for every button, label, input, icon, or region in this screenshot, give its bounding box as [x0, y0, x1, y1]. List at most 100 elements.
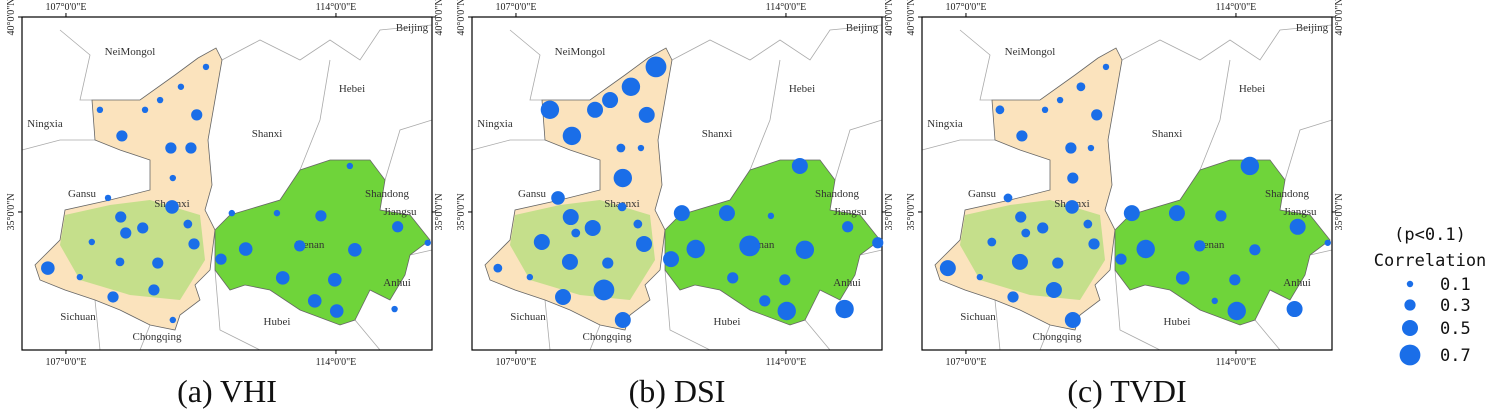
x-tick-label: 114°0'0"E	[316, 2, 357, 13]
province-label: NeiMongol	[555, 46, 606, 58]
station-point	[587, 101, 604, 118]
province-border	[221, 24, 433, 61]
station-point	[1045, 281, 1062, 298]
x-tick-label: 107°0'0"E	[45, 357, 86, 368]
station-point	[1076, 82, 1086, 92]
station-point	[165, 200, 179, 214]
y-tick-label: 40°0'0"N	[434, 0, 445, 36]
station-point	[1041, 106, 1049, 114]
station-point	[872, 237, 884, 249]
station-point	[1083, 219, 1093, 229]
province-border	[509, 29, 542, 101]
province-border	[859, 249, 883, 256]
station-point	[169, 174, 177, 182]
station-point	[1003, 193, 1013, 203]
station-point	[346, 162, 354, 170]
station-point	[614, 311, 631, 328]
station-point	[1227, 301, 1246, 321]
station-point	[976, 273, 984, 281]
province-label: Ningxia	[477, 118, 513, 130]
map-panel: NeiMongol Beijing Hebei Shanxi Ningxia Gansu S…	[456, 0, 895, 409]
station-point	[202, 63, 210, 71]
province-label: Sichuan	[60, 311, 96, 323]
station-point	[116, 130, 128, 142]
map-frame	[21, 16, 433, 351]
y-tick-label: 40°0'0"N	[456, 0, 467, 36]
station-point	[1087, 144, 1095, 152]
henan-region	[1114, 159, 1331, 326]
station-point	[156, 96, 164, 104]
province-label: Hubei	[714, 316, 741, 328]
station-point	[1015, 211, 1027, 223]
station-point	[115, 257, 125, 267]
province-border	[1309, 249, 1333, 256]
station-point	[185, 142, 197, 154]
province-border	[1254, 319, 1281, 351]
province-label: Beijing	[846, 22, 879, 34]
station-point	[637, 144, 645, 152]
station-point	[636, 235, 653, 252]
station-point	[767, 212, 775, 220]
province-label: Shanxi	[252, 128, 283, 140]
station-point	[1102, 63, 1110, 71]
station-point	[1056, 96, 1064, 104]
station-point	[148, 284, 160, 296]
station-point	[533, 233, 550, 250]
station-point	[1289, 218, 1306, 235]
province-label: Chongqing	[133, 331, 182, 343]
province-label: Hebei	[339, 83, 365, 95]
y-tick-label: 35°0'0"N	[434, 193, 445, 230]
station-point	[169, 316, 177, 324]
station-point	[759, 295, 771, 307]
panel-caption: (b) DSI	[629, 373, 726, 409]
legend-label: 0.5	[1440, 319, 1471, 339]
station-point	[1016, 130, 1028, 142]
station-point	[739, 235, 761, 257]
station-point	[88, 238, 96, 246]
x-tick-label: 107°0'0"E	[495, 2, 536, 13]
station-point	[616, 143, 626, 153]
legend-symbol	[1402, 320, 1418, 336]
station-point	[328, 273, 342, 287]
station-point	[791, 157, 808, 174]
province-label: Shanxi	[702, 128, 733, 140]
province-label: Hubei	[264, 316, 291, 328]
station-point	[779, 274, 791, 286]
station-point	[777, 301, 796, 321]
province-border	[471, 139, 545, 151]
station-point	[602, 257, 614, 269]
station-point	[1065, 142, 1077, 154]
station-point	[493, 263, 503, 273]
station-point	[96, 106, 104, 114]
province-label: NeiMongol	[105, 46, 156, 58]
province-border	[959, 29, 992, 101]
station-point	[562, 126, 582, 146]
province-border	[749, 59, 781, 171]
station-point	[1115, 253, 1127, 265]
basemap	[471, 24, 883, 351]
station-point	[115, 211, 127, 223]
province-label: Gansu	[518, 188, 547, 200]
legend-title: (p<0.1)	[1394, 225, 1466, 245]
province-border	[59, 29, 92, 101]
map-frame	[921, 16, 1333, 351]
station-point	[1007, 291, 1019, 303]
station-point	[673, 205, 690, 222]
province-border	[544, 299, 551, 351]
station-point	[571, 228, 581, 238]
station-point	[561, 253, 578, 270]
vegetation	[960, 200, 1105, 300]
station-point	[551, 191, 565, 205]
x-tick-label: 114°0'0"E	[316, 357, 357, 368]
panel-caption: (c) TVDI	[1067, 373, 1186, 409]
station-point	[392, 221, 404, 233]
station-point	[602, 92, 619, 109]
station-point	[315, 210, 327, 222]
province-border	[664, 269, 711, 351]
province-border	[1039, 324, 1051, 351]
province-label: Chongqing	[583, 331, 632, 343]
province-label: Jiangsu	[384, 206, 418, 218]
province-border	[921, 139, 995, 151]
station-point	[191, 109, 203, 121]
